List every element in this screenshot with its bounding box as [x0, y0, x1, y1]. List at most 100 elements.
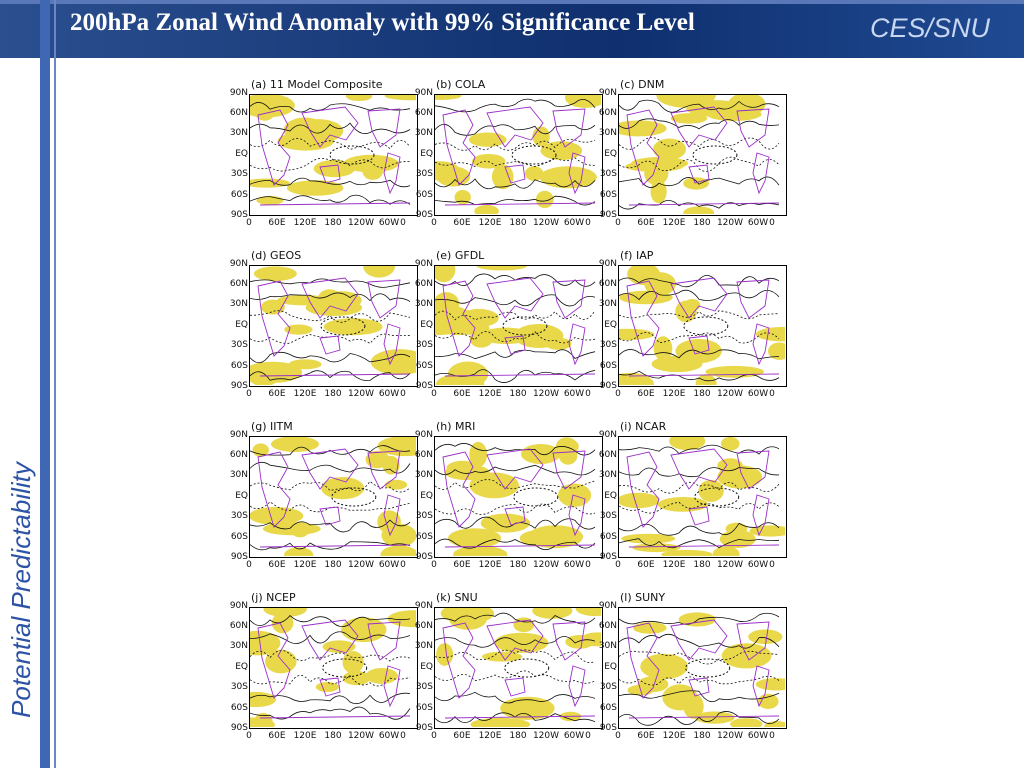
lat-tick-label: 90N: [229, 88, 248, 98]
lat-tick-label: 30N: [598, 128, 617, 138]
map-panel: (k) SNU 90N 60N 30N EQ 30S 60S 90S 0 60E 120E 180 12…: [414, 591, 604, 761]
lon-tick-label: 60W: [563, 731, 585, 741]
coastline: [444, 373, 596, 377]
significance-region: [284, 547, 314, 556]
lon-tick-label: 0: [246, 389, 252, 399]
coastline: [486, 619, 544, 661]
lat-tick-label: 90N: [229, 430, 248, 440]
anomaly-contour: [250, 310, 411, 323]
map-panel: (e) GFDL 90N 60N 30N EQ 30S 60S 90S 0 60E 120E 180 1…: [414, 249, 604, 419]
lon-tick-label: 60E: [637, 560, 655, 570]
lon-tick-label: 180: [324, 218, 342, 228]
coastline: [301, 277, 359, 319]
lon-tick-label: 120W: [716, 731, 744, 741]
significance-region: [435, 373, 485, 385]
lon-tick-label: 60W: [563, 560, 585, 570]
significance-region: [474, 204, 499, 214]
map-plot: [250, 437, 416, 556]
significance-region: [435, 161, 461, 181]
coastline: [628, 202, 780, 206]
lon-tick-label: 0: [585, 218, 591, 228]
significance-region: [748, 629, 783, 645]
lat-tick-label: 90S: [230, 723, 248, 733]
anomaly-contour: [250, 157, 411, 172]
panel-title: (b) COLA: [436, 78, 486, 91]
significance-region: [384, 479, 408, 490]
coastline: [383, 323, 401, 366]
anomaly-contour: [619, 99, 780, 113]
lon-tick-label: 0: [400, 389, 406, 399]
significance-region: [686, 100, 746, 117]
anomaly-center-contour: [692, 145, 738, 165]
lat-tick-label: 60S: [599, 361, 617, 371]
significance-region: [712, 546, 740, 556]
anomaly-contour: [435, 612, 596, 625]
significance-region: [755, 678, 785, 691]
lon-tick-label: 60E: [268, 389, 286, 399]
panel-title: (i) NCAR: [620, 420, 667, 433]
anomaly-contour: [619, 118, 780, 130]
anomaly-contour: [250, 445, 411, 456]
significance-region: [705, 365, 764, 378]
anomaly-contour: [435, 98, 596, 113]
coastline: [442, 622, 476, 699]
anomaly-contour: [619, 690, 780, 703]
header-top-band: [0, 0, 1024, 4]
lat-tick-label: 60S: [415, 703, 433, 713]
lat-tick-label: 90S: [230, 210, 248, 220]
lat-tick-label: 90S: [599, 210, 617, 220]
significance-region: [271, 437, 319, 452]
anomaly-contour: [435, 479, 596, 490]
lat-tick-label: 30N: [598, 470, 617, 480]
lat-tick-label: 30N: [229, 470, 248, 480]
lat-tick-label: 90S: [599, 381, 617, 391]
coastline: [319, 164, 341, 184]
lon-tick-label: 60W: [747, 560, 769, 570]
lat-tick-label: 90S: [230, 552, 248, 562]
lat-tick-label: 60N: [598, 279, 617, 289]
slide-header: 200hPa Zonal Wind Anomaly with 99% Signi…: [0, 0, 1024, 58]
lat-tick-label: 90N: [598, 430, 617, 440]
coastline: [736, 450, 770, 490]
left-accent-line: [54, 0, 56, 768]
significance-region: [479, 327, 533, 344]
significance-region: [380, 545, 416, 556]
lon-tick-label: 120E: [478, 218, 502, 228]
anomaly-contour: [435, 310, 596, 321]
anomaly-contour: [435, 369, 596, 383]
map-plot: [435, 437, 596, 556]
lon-tick-label: 60W: [378, 731, 400, 741]
significance-region: [345, 95, 373, 101]
coastline: [552, 621, 586, 661]
coastline: [670, 106, 728, 148]
anomaly-contour: [619, 444, 780, 455]
significance-region: [387, 610, 416, 628]
lat-tick-label: 30S: [230, 169, 248, 179]
lon-tick-label: 0: [615, 731, 621, 741]
significance-region: [321, 477, 365, 500]
significance-region: [621, 533, 676, 544]
significance-region: [755, 327, 785, 342]
significance-region: [670, 113, 708, 124]
lat-tick-label: 30N: [414, 299, 433, 309]
coastline: [383, 665, 401, 708]
lon-tick-label: 0: [769, 560, 775, 570]
significance-region: [661, 549, 713, 556]
map-panel: (j) NCEP 90N 60N 30N EQ 30S 60S 90S 0 60E 120E 180 1…: [229, 591, 419, 761]
lat-tick-label: 30N: [414, 470, 433, 480]
significance-region: [565, 635, 595, 649]
lon-tick-label: 120E: [662, 731, 686, 741]
significance-region: [313, 160, 356, 178]
lat-tick-label: 60N: [598, 450, 617, 460]
anomaly-center-contour: [685, 658, 731, 678]
significance-region: [768, 342, 785, 360]
lon-tick-label: 60E: [268, 560, 286, 570]
lon-tick-label: 60E: [637, 218, 655, 228]
coastline: [736, 279, 770, 319]
significance-region: [322, 640, 356, 653]
map-plot: [250, 266, 416, 385]
lon-tick-label: 120W: [347, 218, 375, 228]
coastline: [319, 335, 341, 355]
map-plot: [250, 95, 416, 206]
lat-tick-label: 30S: [599, 511, 617, 521]
